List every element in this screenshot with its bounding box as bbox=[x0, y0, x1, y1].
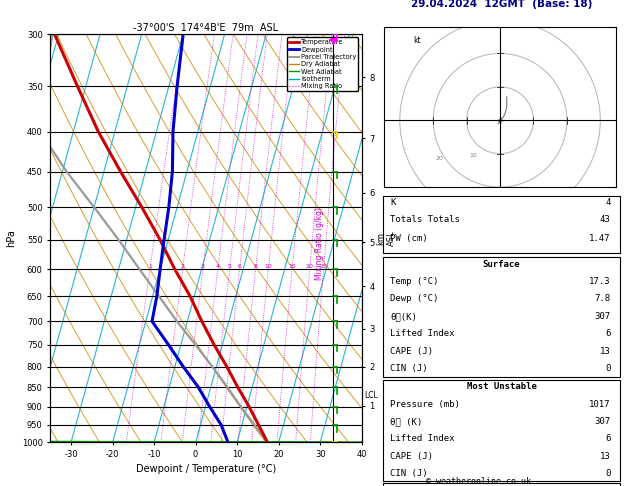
Bar bbox=[383, 484, 620, 486]
Text: θᴇ (K): θᴇ (K) bbox=[390, 417, 423, 426]
Text: 20: 20 bbox=[436, 156, 444, 161]
Text: CIN (J): CIN (J) bbox=[390, 364, 428, 373]
Text: 6: 6 bbox=[605, 434, 611, 443]
Text: 1017: 1017 bbox=[589, 399, 611, 409]
Text: Temp (°C): Temp (°C) bbox=[390, 277, 438, 286]
Text: 17.3: 17.3 bbox=[589, 277, 611, 286]
Text: 10: 10 bbox=[264, 264, 272, 269]
Text: 13: 13 bbox=[600, 347, 611, 356]
Text: Totals Totals: Totals Totals bbox=[390, 215, 460, 224]
Text: LCL: LCL bbox=[364, 391, 377, 399]
Text: Most Unstable: Most Unstable bbox=[467, 382, 537, 391]
Title: -37°00'S  174°4B'E  79m  ASL: -37°00'S 174°4B'E 79m ASL bbox=[133, 23, 279, 33]
Text: 10: 10 bbox=[469, 153, 477, 158]
Text: 6: 6 bbox=[605, 330, 611, 338]
Text: 307: 307 bbox=[594, 417, 611, 426]
Text: 2: 2 bbox=[181, 264, 185, 269]
Text: Dewp (°C): Dewp (°C) bbox=[390, 295, 438, 303]
Text: 307: 307 bbox=[594, 312, 611, 321]
Text: Lifted Index: Lifted Index bbox=[390, 434, 455, 443]
Text: 20: 20 bbox=[306, 264, 314, 269]
Text: CIN (J): CIN (J) bbox=[390, 469, 428, 478]
Text: 0: 0 bbox=[605, 364, 611, 373]
Bar bbox=[383, 380, 620, 481]
X-axis label: Dewpoint / Temperature (°C): Dewpoint / Temperature (°C) bbox=[136, 465, 276, 474]
Text: kt: kt bbox=[413, 36, 421, 45]
Y-axis label: hPa: hPa bbox=[6, 229, 16, 247]
Text: 15: 15 bbox=[288, 264, 296, 269]
Text: 7.8: 7.8 bbox=[594, 295, 611, 303]
Text: Pressure (mb): Pressure (mb) bbox=[390, 399, 460, 409]
Text: 4: 4 bbox=[216, 264, 220, 269]
Text: 5: 5 bbox=[228, 264, 231, 269]
Text: 0: 0 bbox=[605, 469, 611, 478]
Text: Surface: Surface bbox=[483, 260, 520, 269]
Text: © weatheronline.co.uk: © weatheronline.co.uk bbox=[426, 477, 530, 486]
Y-axis label: km
ASL: km ASL bbox=[376, 230, 396, 246]
Bar bbox=[383, 196, 620, 253]
Text: K: K bbox=[390, 198, 396, 208]
Title: 29.04.2024  12GMT  (Base: 18): 29.04.2024 12GMT (Base: 18) bbox=[411, 0, 593, 9]
Legend: Temperature, Dewpoint, Parcel Trajectory, Dry Adiabat, Wet Adiabat, Isotherm, Mi: Temperature, Dewpoint, Parcel Trajectory… bbox=[287, 37, 359, 91]
Text: 8: 8 bbox=[253, 264, 257, 269]
Text: 1.47: 1.47 bbox=[589, 234, 611, 243]
Text: 13: 13 bbox=[600, 452, 611, 461]
Text: Mixing Ratio (g/kg): Mixing Ratio (g/kg) bbox=[315, 207, 324, 279]
Text: CAPE (J): CAPE (J) bbox=[390, 347, 433, 356]
Text: θᴇ(K): θᴇ(K) bbox=[390, 312, 417, 321]
Text: 1: 1 bbox=[148, 264, 152, 269]
Text: 25: 25 bbox=[320, 264, 328, 269]
Text: 43: 43 bbox=[600, 215, 611, 224]
Bar bbox=[383, 257, 620, 378]
Text: PW (cm): PW (cm) bbox=[390, 234, 428, 243]
Text: 4: 4 bbox=[605, 198, 611, 208]
Text: Lifted Index: Lifted Index bbox=[390, 330, 455, 338]
Text: 3: 3 bbox=[201, 264, 205, 269]
Text: 6: 6 bbox=[238, 264, 242, 269]
Text: CAPE (J): CAPE (J) bbox=[390, 452, 433, 461]
